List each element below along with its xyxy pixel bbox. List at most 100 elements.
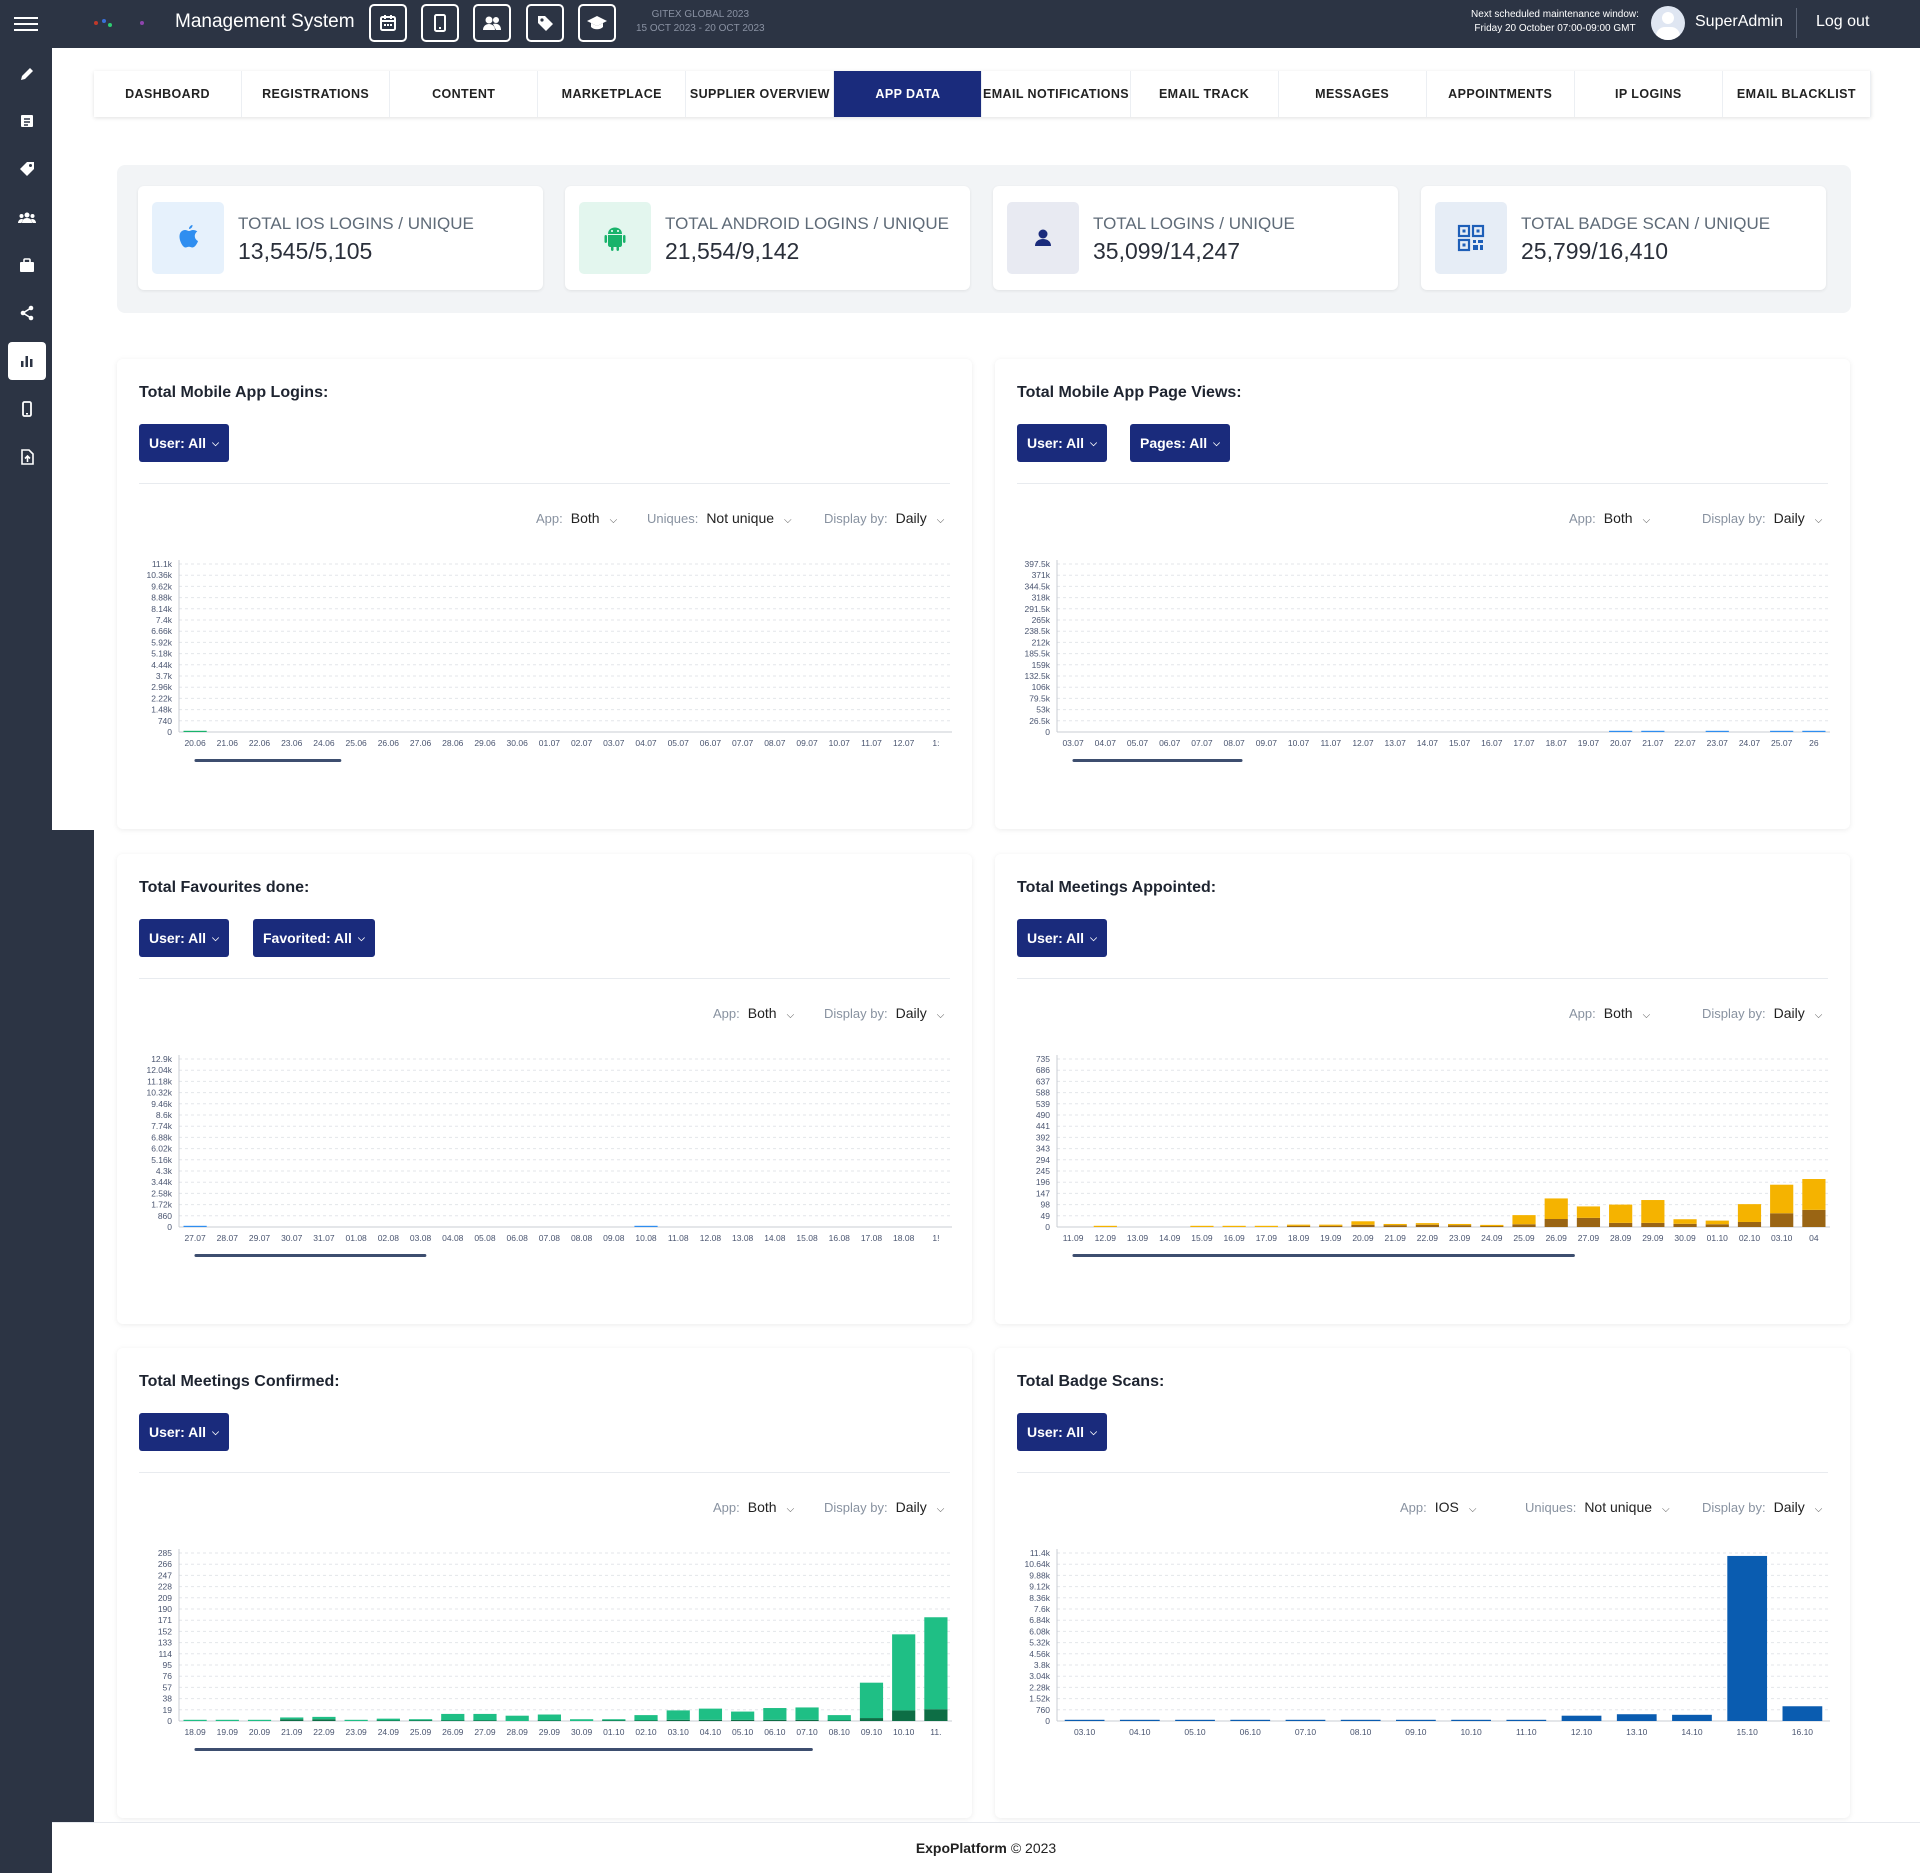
- bar[interactable]: [183, 1225, 207, 1227]
- users-icon[interactable]: [8, 198, 46, 236]
- bar[interactable]: [312, 1716, 336, 1720]
- bar[interactable]: [763, 1708, 787, 1720]
- bar-chart-icon[interactable]: [8, 342, 46, 380]
- app-select[interactable]: App: Both ⌵: [536, 510, 617, 526]
- bar[interactable]: [473, 1713, 497, 1721]
- users-icon[interactable]: [473, 4, 511, 42]
- bar[interactable]: [1673, 1223, 1697, 1227]
- bar[interactable]: [1672, 1714, 1712, 1721]
- display-by-select[interactable]: Display by: Daily ⌵: [824, 510, 944, 526]
- bar[interactable]: [1383, 1225, 1407, 1227]
- bar[interactable]: [1544, 1219, 1568, 1227]
- bar[interactable]: [731, 1719, 755, 1721]
- bar[interactable]: [1383, 1223, 1407, 1226]
- chart-scrollbar[interactable]: [194, 1254, 427, 1257]
- bar[interactable]: [1340, 1719, 1381, 1721]
- display-by-select[interactable]: Display by: Daily ⌵: [824, 1005, 944, 1021]
- bar[interactable]: [1286, 1224, 1311, 1226]
- bar[interactable]: [537, 1714, 561, 1721]
- favorited-filter-button[interactable]: Favorited: All ⌵: [253, 919, 375, 957]
- bar[interactable]: [1609, 1222, 1633, 1227]
- bar[interactable]: [1448, 1223, 1472, 1226]
- bar[interactable]: [1415, 1223, 1439, 1225]
- bar[interactable]: [1119, 1719, 1160, 1721]
- tab-app-data[interactable]: APP DATA: [834, 71, 983, 117]
- bar[interactable]: [1770, 1184, 1794, 1214]
- tab-registrations[interactable]: REGISTRATIONS: [242, 71, 391, 117]
- bar[interactable]: [1512, 1224, 1536, 1227]
- bar[interactable]: [1064, 1719, 1105, 1721]
- app-select[interactable]: App: IOS ⌵: [1400, 1499, 1476, 1515]
- bar[interactable]: [1782, 1706, 1823, 1721]
- user-name[interactable]: SuperAdmin: [1695, 13, 1784, 30]
- display-by-select[interactable]: Display by: Daily ⌵: [824, 1499, 944, 1515]
- bar[interactable]: [1175, 1719, 1215, 1721]
- tab-appointments[interactable]: APPOINTMENTS: [1427, 71, 1575, 117]
- file-upload-icon[interactable]: [8, 438, 46, 476]
- chart-scrollbar[interactable]: [194, 1748, 813, 1751]
- tab-marketplace[interactable]: MARKETPLACE: [538, 71, 687, 117]
- chart-scrollbar[interactable]: [194, 759, 342, 762]
- bar[interactable]: [859, 1682, 884, 1719]
- bar[interactable]: [344, 1719, 368, 1721]
- app-select[interactable]: App: Both ⌵: [1569, 1005, 1650, 1021]
- bar[interactable]: [505, 1715, 529, 1721]
- bar[interactable]: [570, 1719, 594, 1721]
- tab-supplier-overview[interactable]: SUPPLIER OVERVIEW: [686, 71, 835, 117]
- avatar[interactable]: [1651, 6, 1685, 40]
- uniques-select[interactable]: Uniques: Not unique ⌵: [647, 510, 792, 526]
- user-filter-button[interactable]: User: All ⌵: [139, 919, 229, 957]
- mobile-icon[interactable]: [8, 390, 46, 428]
- app-select[interactable]: App: Both ⌵: [1569, 510, 1650, 526]
- bar[interactable]: [892, 1634, 916, 1711]
- bar[interactable]: [731, 1711, 755, 1720]
- user-filter-button[interactable]: User: All ⌵: [1017, 1413, 1107, 1451]
- bar[interactable]: [183, 730, 207, 732]
- user-filter-button[interactable]: User: All ⌵: [1017, 919, 1107, 957]
- bar[interactable]: [1737, 1204, 1762, 1222]
- menu-icon[interactable]: [14, 17, 38, 31]
- bar[interactable]: [1351, 1224, 1375, 1227]
- bar[interactable]: [634, 1225, 658, 1227]
- bar[interactable]: [634, 1715, 658, 1721]
- bar[interactable]: [1802, 730, 1826, 732]
- bar[interactable]: [1641, 1222, 1665, 1227]
- pages-filter-button[interactable]: Pages: All ⌵: [1130, 424, 1230, 462]
- bar[interactable]: [1641, 1200, 1665, 1223]
- bar[interactable]: [924, 1617, 948, 1710]
- bar[interactable]: [1448, 1225, 1472, 1227]
- bar[interactable]: [1609, 1204, 1633, 1223]
- bar[interactable]: [280, 1719, 304, 1721]
- tag-icon[interactable]: [8, 150, 46, 188]
- bar[interactable]: [1641, 730, 1665, 732]
- tab-email-track[interactable]: EMAIL TRACK: [1131, 71, 1279, 117]
- calendar-icon[interactable]: [369, 4, 407, 42]
- bar[interactable]: [1222, 1225, 1246, 1227]
- bar[interactable]: [1480, 1225, 1504, 1227]
- tab-email-blacklist[interactable]: EMAIL BLACKLIST: [1723, 71, 1871, 117]
- uniques-select[interactable]: Uniques: Not unique ⌵: [1525, 1499, 1670, 1515]
- bar[interactable]: [1576, 1217, 1601, 1227]
- tab-email-notifications[interactable]: EMAIL NOTIFICATIONS: [982, 71, 1131, 117]
- bar[interactable]: [795, 1707, 819, 1720]
- tab-content[interactable]: CONTENT: [390, 71, 539, 117]
- bar[interactable]: [859, 1718, 884, 1721]
- bar[interactable]: [280, 1717, 304, 1720]
- bar[interactable]: [1506, 1719, 1547, 1721]
- bar[interactable]: [1673, 1219, 1697, 1224]
- bar[interactable]: [1770, 1213, 1794, 1227]
- pencil-icon[interactable]: [8, 55, 46, 93]
- bar[interactable]: [1319, 1224, 1343, 1226]
- bar[interactable]: [1319, 1225, 1343, 1227]
- bar[interactable]: [1727, 1555, 1768, 1721]
- bar[interactable]: [312, 1719, 336, 1721]
- bar[interactable]: [1415, 1224, 1439, 1227]
- bar[interactable]: [924, 1709, 948, 1721]
- graduation-cap-icon[interactable]: [578, 4, 616, 42]
- bar[interactable]: [1705, 1220, 1729, 1225]
- bar[interactable]: [1286, 1225, 1311, 1227]
- bar[interactable]: [1254, 1225, 1278, 1227]
- bar[interactable]: [1093, 1225, 1117, 1227]
- bar[interactable]: [376, 1718, 400, 1721]
- bar[interactable]: [763, 1719, 787, 1721]
